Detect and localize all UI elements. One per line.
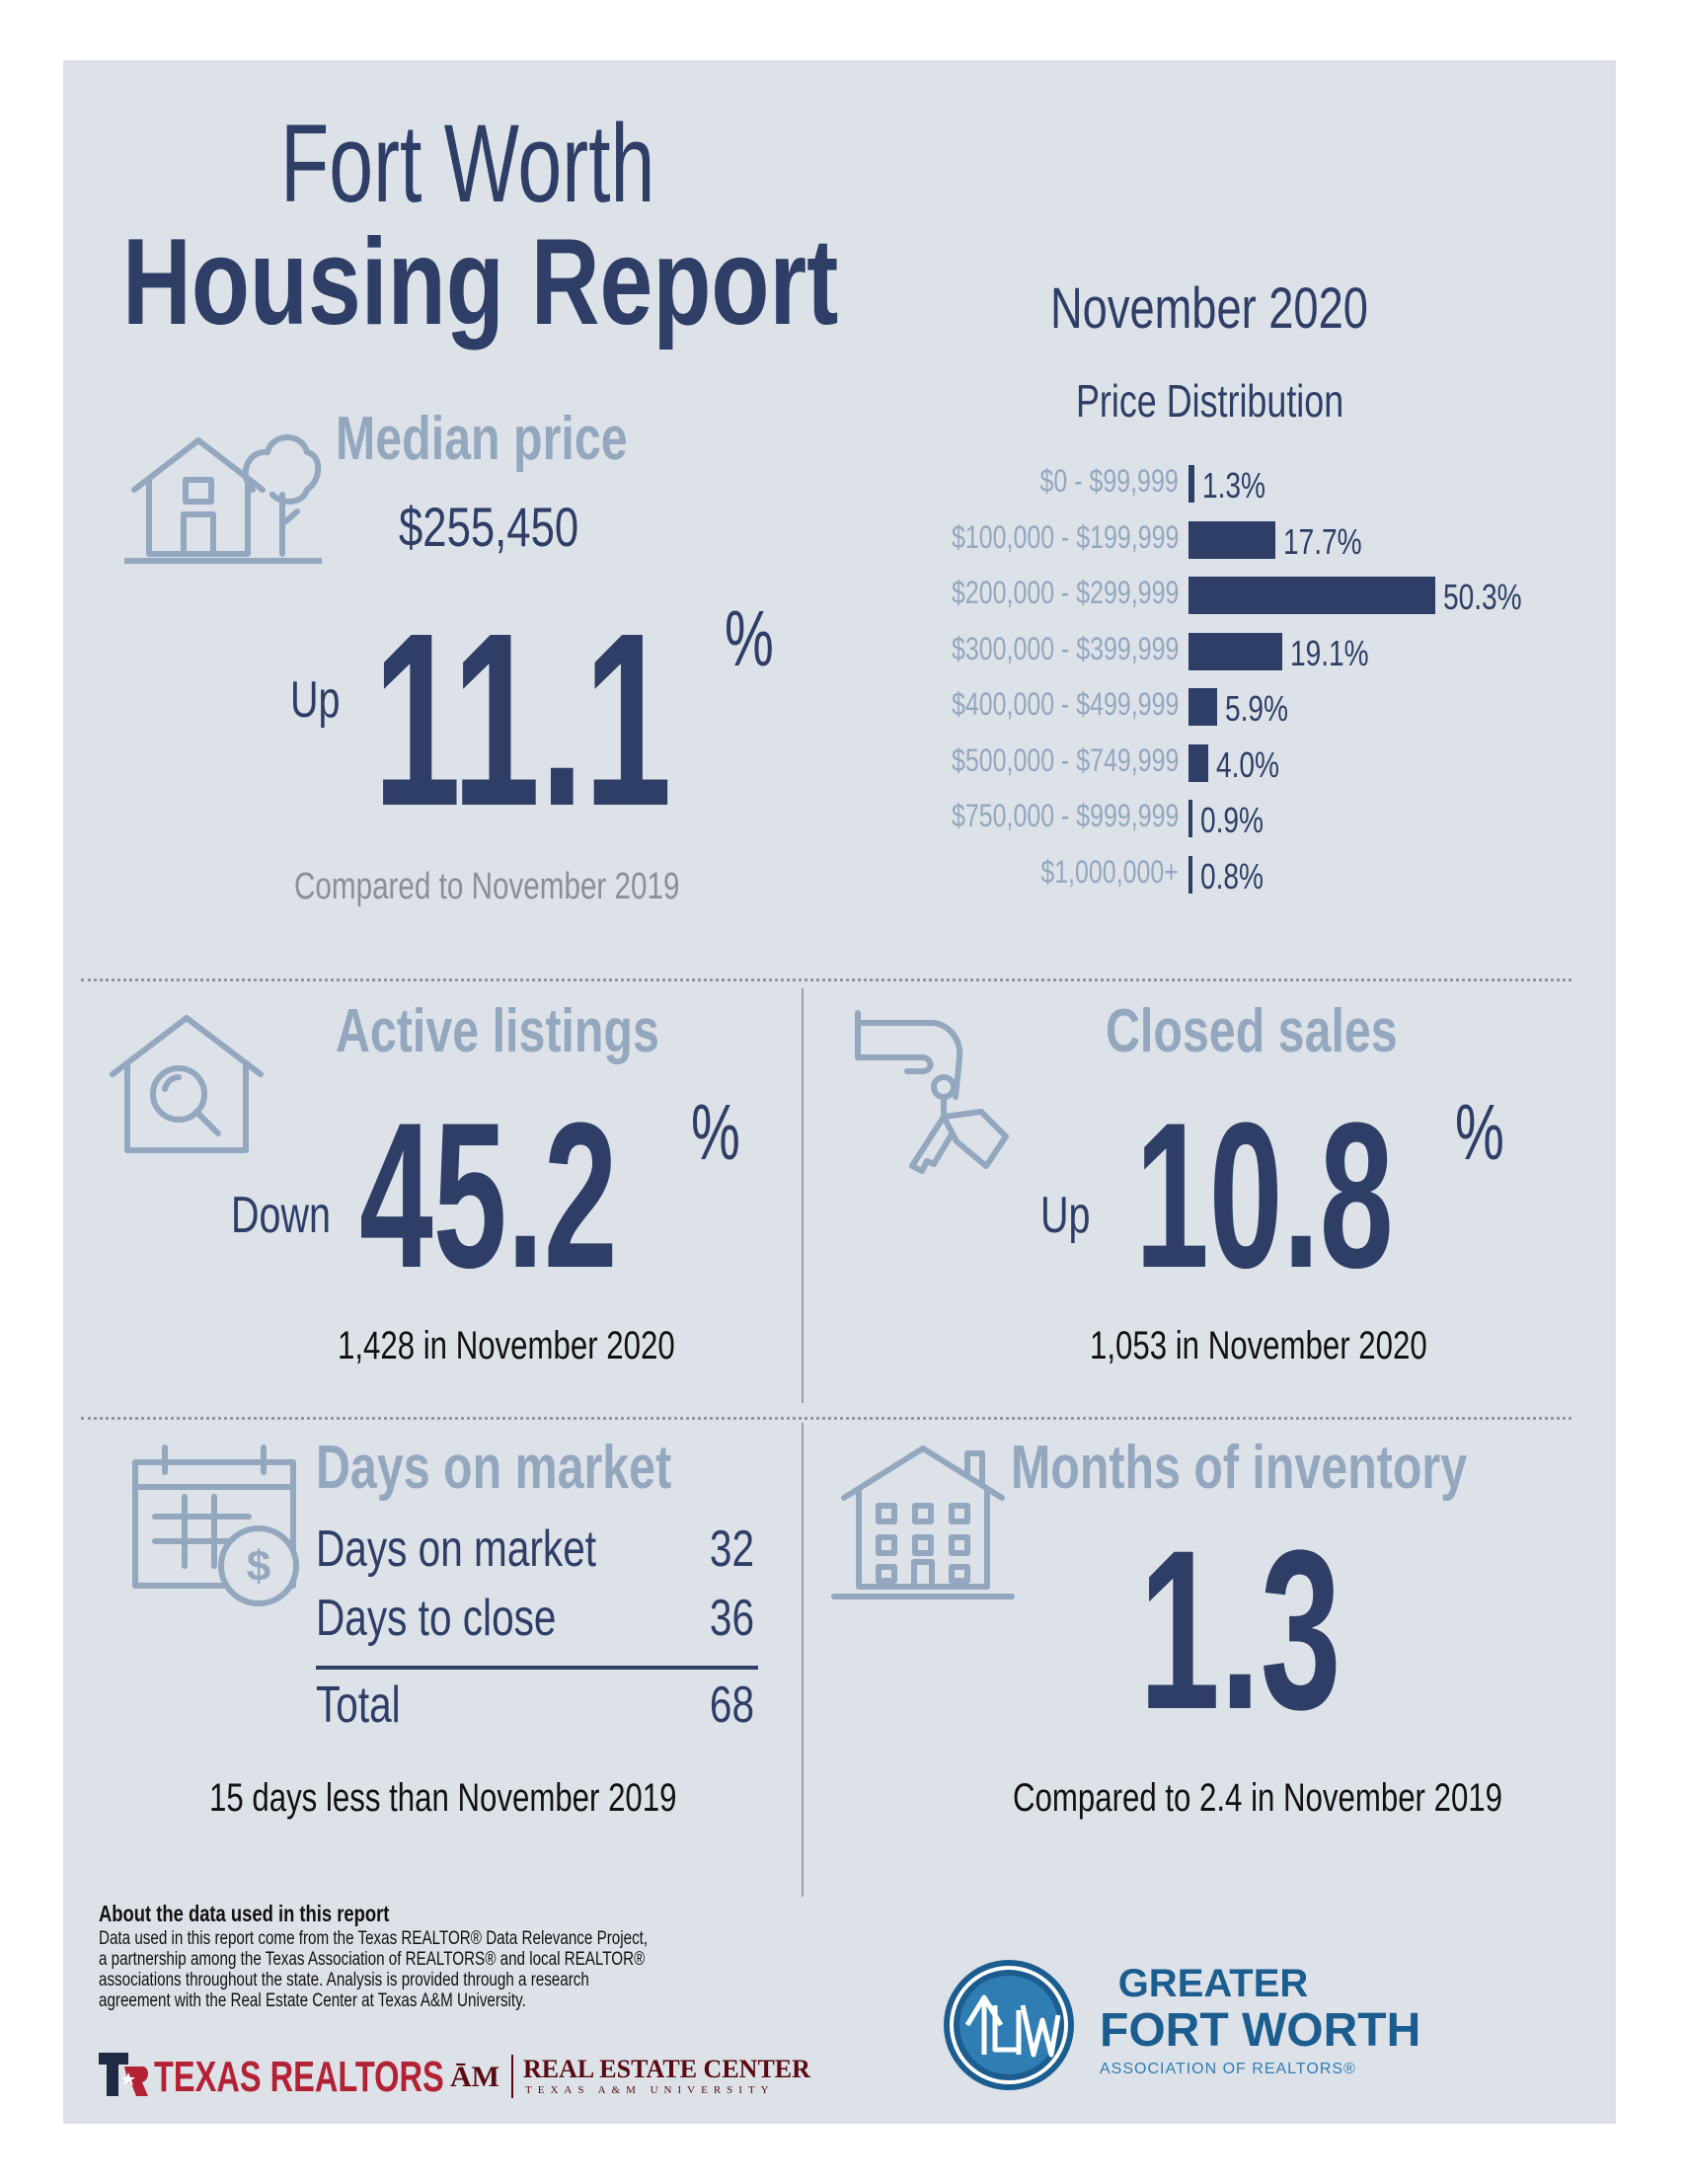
title-line2: Housing Report bbox=[122, 214, 839, 351]
price-range-value: 50.3% bbox=[1443, 577, 1522, 617]
texas-realtors-logo-text: TEXAS REALTORS bbox=[154, 2053, 444, 2101]
price-range-bar bbox=[1189, 743, 1208, 782]
total-label: Total bbox=[316, 1677, 401, 1734]
price-range-label: $400,000 - $499,999 bbox=[951, 686, 1179, 722]
median-comparison: Compared to November 2019 bbox=[294, 866, 680, 907]
price-range-bar bbox=[1189, 800, 1193, 837]
price-range-bar bbox=[1189, 520, 1275, 559]
active-caption: 1,428 in November 2020 bbox=[338, 1324, 675, 1367]
title-line1: Fort Worth bbox=[280, 102, 655, 225]
dtc-row-label: Days to close bbox=[316, 1590, 557, 1647]
price-range-bar bbox=[1189, 577, 1435, 614]
calendar-dollar-icon: $ bbox=[132, 1444, 299, 1606]
price-range-value: 4.0% bbox=[1215, 743, 1279, 785]
gfw-logo-mark bbox=[944, 1960, 1074, 2090]
report-month: November 2020 bbox=[1050, 276, 1368, 341]
hand-keys-icon bbox=[855, 1010, 1009, 1174]
price-range-value: 0.9% bbox=[1200, 800, 1265, 840]
active-listings-title: Active listings bbox=[336, 997, 659, 1065]
house-magnifier-icon bbox=[110, 1015, 264, 1153]
months-inventory-title: Months of inventory bbox=[1011, 1434, 1468, 1502]
about-heading: About the data used in this report bbox=[99, 1901, 390, 1926]
price-distribution-chart: $0 - $99,999 1.3% $100,000 - $199,999 17.7%… bbox=[557, 463, 1603, 917]
rec-logo-divider bbox=[511, 2055, 513, 2098]
price-range-value: 19.1% bbox=[1289, 632, 1369, 673]
gfw-logo-line3: ASSOCIATION OF REALTORS® bbox=[1100, 2061, 1356, 2077]
apartment-building-icon bbox=[831, 1445, 1015, 1599]
price-range-label: $750,000 - $999,999 bbox=[951, 798, 1179, 833]
median-percent-sign: % bbox=[725, 594, 774, 682]
median-price-title: Median price bbox=[336, 405, 628, 473]
dom-row-value: 32 bbox=[709, 1521, 754, 1578]
price-range-value: 17.7% bbox=[1282, 520, 1362, 562]
column-divider bbox=[802, 988, 804, 1403]
report-panel: Fort Worth Housing Report November 2020 … bbox=[63, 60, 1616, 2124]
months-inventory-caption: Compared to 2.4 in November 2019 bbox=[1013, 1776, 1503, 1820]
house-tree-icon bbox=[124, 434, 322, 564]
median-change: 11.1 bbox=[373, 582, 672, 857]
closed-change: 10.8 bbox=[1135, 1079, 1394, 1311]
price-distribution-title: Price Distribution bbox=[1076, 375, 1344, 427]
section-divider bbox=[81, 1417, 1572, 1420]
months-inventory-value: 1.3 bbox=[1139, 1503, 1342, 1756]
price-range-bar bbox=[1189, 688, 1218, 726]
price-range-bar bbox=[1189, 855, 1192, 894]
active-change: 45.2 bbox=[359, 1079, 618, 1311]
price-range-label: $300,000 - $399,999 bbox=[951, 630, 1179, 666]
texas-am-logo-mark: ĀM bbox=[450, 2061, 499, 2093]
rec-logo-sub: TEXAS A&M UNIVERSITY bbox=[525, 2084, 775, 2096]
column-divider bbox=[802, 1423, 804, 1897]
total-rule bbox=[316, 1666, 758, 1670]
closed-direction: Up bbox=[1040, 1187, 1091, 1244]
price-range-value: 5.9% bbox=[1225, 688, 1289, 729]
price-range-label: $1,000,000+ bbox=[1040, 853, 1179, 890]
texas-realtors-logo-mark bbox=[99, 2053, 148, 2096]
median-price-value: $255,450 bbox=[399, 496, 579, 558]
active-direction: Down bbox=[231, 1187, 332, 1244]
closed-sales-title: Closed sales bbox=[1106, 997, 1398, 1065]
gfw-logo-line2: FORT WORTH bbox=[1100, 2004, 1421, 2057]
price-range-label: $100,000 - $199,999 bbox=[951, 518, 1179, 555]
days-on-market-title: Days on market bbox=[316, 1434, 672, 1502]
about-text: Data used in this report come from the T… bbox=[99, 1928, 649, 2011]
price-range-bar bbox=[1189, 465, 1195, 503]
closed-caption: 1,053 in November 2020 bbox=[1090, 1324, 1427, 1367]
closed-percent-sign: % bbox=[1455, 1088, 1504, 1176]
gfw-logo-line1: GREATER bbox=[1117, 1962, 1309, 2005]
dtc-row-value: 36 bbox=[709, 1590, 754, 1647]
rec-logo-main: REAL ESTATE CENTER bbox=[523, 2055, 810, 2083]
dom-row-label: Days on market bbox=[316, 1521, 597, 1578]
total-value: 68 bbox=[709, 1677, 754, 1734]
price-range-label: $0 - $99,999 bbox=[1039, 463, 1179, 499]
active-percent-sign: % bbox=[691, 1088, 740, 1176]
price-range-value: 1.3% bbox=[1202, 465, 1266, 506]
dom-caption: 15 days less than November 2019 bbox=[209, 1776, 677, 1820]
price-range-label: $200,000 - $299,999 bbox=[951, 575, 1179, 610]
section-divider bbox=[81, 978, 1572, 981]
svg-text:$: $ bbox=[247, 1542, 270, 1591]
price-range-label: $500,000 - $749,999 bbox=[951, 741, 1179, 778]
price-range-bar bbox=[1189, 632, 1282, 670]
median-direction: Up bbox=[290, 671, 341, 729]
price-range-value: 0.8% bbox=[1199, 855, 1264, 897]
